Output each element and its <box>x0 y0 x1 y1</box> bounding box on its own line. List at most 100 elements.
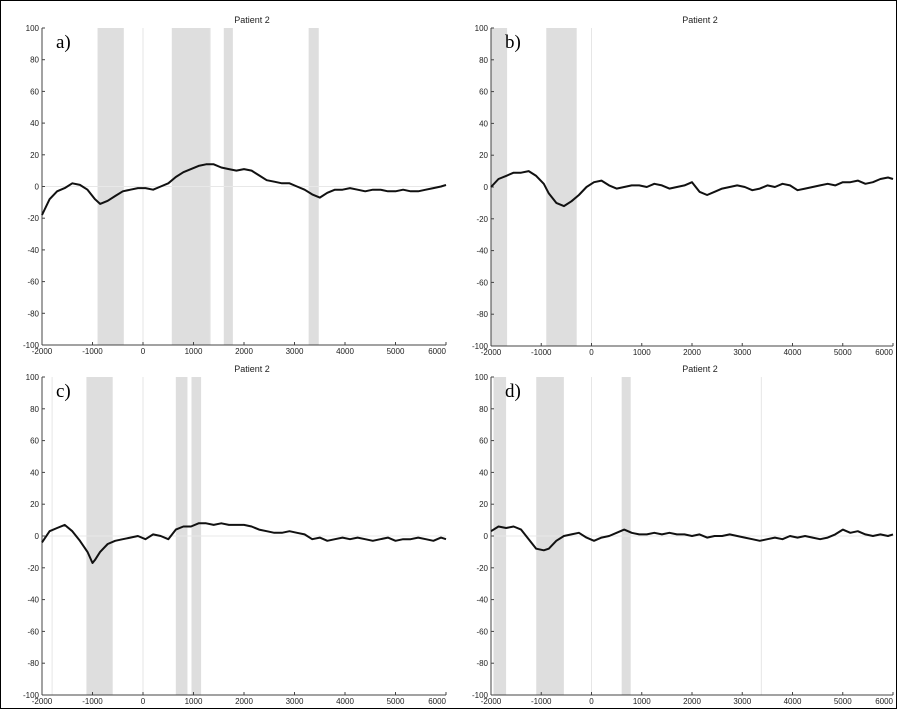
x-tick-label: 3000 <box>733 697 751 706</box>
series-line <box>490 525 894 552</box>
x-tick-label: -1000 <box>531 348 552 357</box>
panel-label: a) <box>56 32 71 53</box>
y-tick-label: 100 <box>26 24 40 33</box>
shaded-interval <box>546 28 577 346</box>
y-tick-label: -80 <box>27 309 39 318</box>
y-tick-label: 20 <box>30 500 39 509</box>
y-tick-label: 40 <box>30 119 39 128</box>
y-tick-label: -40 <box>476 596 488 605</box>
x-tick-label: 5000 <box>387 697 405 706</box>
y-tick-label: 40 <box>30 468 39 477</box>
y-tick-label: -40 <box>476 247 488 256</box>
y-tick-label: -100 <box>472 691 489 700</box>
panel-label: d) <box>505 381 521 402</box>
x-tick-label: 5000 <box>387 347 405 356</box>
x-tick-label: 3000 <box>286 347 304 356</box>
x-tick-label: 5000 <box>834 697 852 706</box>
x-tick-label: 0 <box>141 347 146 356</box>
x-tick-label: 3000 <box>733 348 751 357</box>
x-tick-label: 4000 <box>336 697 354 706</box>
y-tick-label: 20 <box>479 500 488 509</box>
x-tick-label: 4000 <box>784 348 802 357</box>
y-tick-label: -20 <box>476 564 488 573</box>
x-tick-label: 6000 <box>428 347 446 356</box>
y-tick-label: 60 <box>479 437 488 446</box>
x-tick-label: 5000 <box>834 348 852 357</box>
y-tick-label: 0 <box>484 532 489 541</box>
y-tick-label: -80 <box>476 310 488 319</box>
y-tick-label: 20 <box>479 151 488 160</box>
y-tick-label: -60 <box>27 627 39 636</box>
y-tick-label: 60 <box>479 88 488 97</box>
x-tick-label: 6000 <box>428 697 446 706</box>
x-tick-label: 1000 <box>185 347 203 356</box>
y-tick-label: -100 <box>23 341 40 350</box>
panel-c: -100 -80 -60 -40 -20 0 20 40 60 80 100 -2000 -1000 0 1… <box>23 364 447 706</box>
x-tick-label: 4000 <box>784 697 802 706</box>
x-tick-label: 0 <box>589 697 594 706</box>
chart-title: Patient 2 <box>682 15 718 25</box>
y-tick-label: 0 <box>35 183 40 192</box>
y-tick-label: 80 <box>30 405 39 414</box>
x-tick-label: 3000 <box>286 697 304 706</box>
y-tick-label: -40 <box>27 596 39 605</box>
x-tick-label: 2000 <box>235 347 253 356</box>
y-tick-label: 100 <box>475 373 489 382</box>
y-tick-label: -80 <box>476 659 488 668</box>
x-tick-label: -2000 <box>481 697 502 706</box>
panel-label: b) <box>505 32 521 53</box>
x-tick-label: 4000 <box>336 347 354 356</box>
y-tick-label: 60 <box>30 87 39 96</box>
chart-title: Patient 2 <box>234 15 270 25</box>
x-tick-label: 6000 <box>875 697 893 706</box>
panel-d: -100 -80 -60 -40 -20 0 20 40 60 80 100 -2000 -1000 0 1… <box>472 364 894 706</box>
x-tick-label: -1000 <box>82 347 103 356</box>
x-tick-label: -2000 <box>481 348 502 357</box>
y-tick-label: 40 <box>479 119 488 128</box>
y-tick-label: -100 <box>472 342 489 351</box>
x-tick-label: 2000 <box>683 697 701 706</box>
y-tick-label: -60 <box>27 278 39 287</box>
y-tick-label: 20 <box>30 151 39 160</box>
y-tick-label: 80 <box>30 56 39 65</box>
y-tick-label: 0 <box>35 532 40 541</box>
panel-b: -100 -80 -60 -40 -20 0 20 40 60 80 100 -2000 -1000 0 1… <box>472 15 894 357</box>
chart-title: Patient 2 <box>234 364 270 374</box>
y-tick-label: -60 <box>476 627 488 636</box>
y-tick-label: -20 <box>27 214 39 223</box>
y-tick-label: 80 <box>479 56 488 65</box>
panel-a: -100 -80 -60 -40 -20 0 20 40 60 80 100 -2000 -1000 0 1… <box>23 15 447 356</box>
series-line <box>490 170 894 208</box>
y-tick-label: 60 <box>30 437 39 446</box>
y-tick-label: 40 <box>479 468 488 477</box>
x-tick-label: 0 <box>589 348 594 357</box>
y-tick-label: -80 <box>27 659 39 668</box>
y-tick-label: -20 <box>27 564 39 573</box>
x-tick-label: 2000 <box>683 348 701 357</box>
x-tick-label: 1000 <box>633 697 651 706</box>
shaded-interval <box>491 28 508 346</box>
x-tick-label: 1000 <box>633 348 651 357</box>
y-tick-label: 80 <box>479 405 488 414</box>
x-tick-label: -2000 <box>32 347 53 356</box>
panel-label: c) <box>56 381 71 402</box>
y-tick-label: 100 <box>475 24 489 33</box>
chart-title: Patient 2 <box>682 364 718 374</box>
x-tick-label: 6000 <box>875 348 893 357</box>
x-tick-label: 0 <box>141 697 146 706</box>
y-tick-label: -20 <box>476 215 488 224</box>
x-tick-label: -2000 <box>32 697 53 706</box>
x-tick-label: -1000 <box>82 697 103 706</box>
y-tick-label: -60 <box>476 278 488 287</box>
x-tick-label: -1000 <box>531 697 552 706</box>
y-tick-label: -100 <box>23 691 40 700</box>
x-tick-label: 2000 <box>235 697 253 706</box>
series-line <box>41 163 447 216</box>
series-line <box>41 522 447 564</box>
y-tick-label: 100 <box>26 373 40 382</box>
y-tick-label: 0 <box>484 183 489 192</box>
x-tick-label: 1000 <box>185 697 203 706</box>
y-tick-label: -40 <box>27 246 39 255</box>
